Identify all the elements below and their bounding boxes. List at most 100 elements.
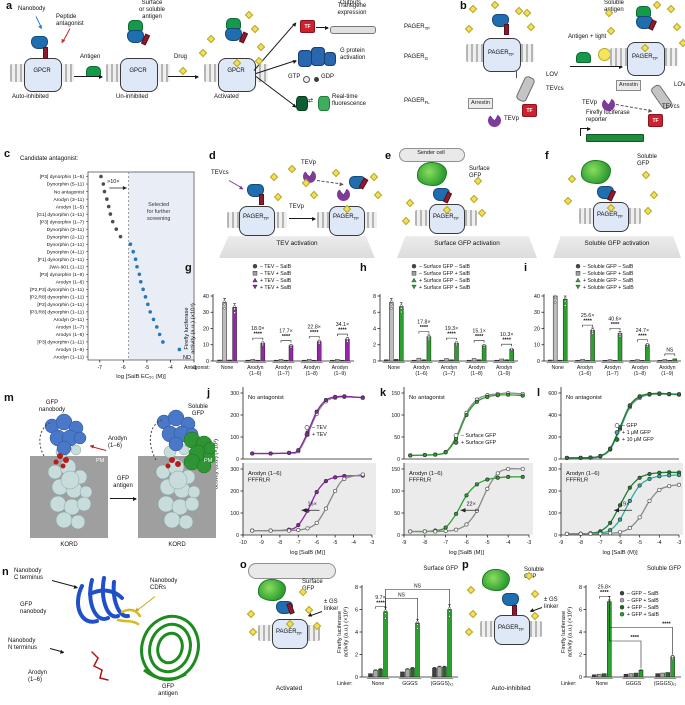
svg-text:– TEV – SalB: – TEV – SalB <box>260 264 292 270</box>
reporter-label: Firefly luciferase reporter <box>586 110 630 124</box>
nanobody-pointer-arrow <box>35 16 43 29</box>
svg-text:activity (a.u.) (×10⁵): activity (a.u.) (×10⁵) <box>343 607 350 658</box>
svg-text:(1–7): (1–7) <box>277 371 289 377</box>
panel-letter-i: i <box>524 262 528 274</box>
fluorophore-dark-icon <box>296 96 308 111</box>
svg-text:Arodyn (1–9): Arodyn (1–9) <box>56 347 85 353</box>
svg-text:-10: -10 <box>239 540 247 546</box>
panel-letter-b: b <box>460 0 467 12</box>
svg-text:Linker:: Linker: <box>337 681 353 687</box>
svg-text:FFFRLR: FFFRLR <box>566 478 588 484</box>
panel-letter-k: k <box>380 387 387 399</box>
outputs-label: Outputs <box>340 0 362 6</box>
tevcs-label: TEVcs <box>211 170 229 176</box>
state-auto-inhibited: Auto-inhibited <box>12 94 49 100</box>
gprotein-label: G protein activation <box>340 48 366 62</box>
peptide-antagonist-label: Peptide antagonist <box>56 14 84 28</box>
sparkle-icon <box>250 24 260 34</box>
sparkle-icon <box>287 164 297 174</box>
nanobody-icon <box>502 593 519 606</box>
svg-text:Arodyn: Arodyn <box>303 365 320 371</box>
svg-text:FFFRLR: FFFRLR <box>409 478 431 484</box>
gs-linker-pointer-arrow <box>530 607 543 613</box>
svg-text:****: **** <box>376 600 385 606</box>
svg-text:(1–6): (1–6) <box>579 371 591 377</box>
svg-text:-9: -9 <box>559 540 564 546</box>
sparkle-icon <box>606 26 616 36</box>
surface-gfp-icon <box>258 579 286 601</box>
svg-text:(1–9): (1–9) <box>498 371 510 377</box>
receptor-tail <box>516 70 517 78</box>
surface-gfp-dose-response-chart: 0 50 100 150 No antagonist – Surface GFP+ Sur… <box>391 387 533 556</box>
svg-text:****: **** <box>338 328 347 334</box>
svg-text:19×: 19× <box>620 501 629 507</box>
svg-text:-8: -8 <box>423 540 428 546</box>
svg-text:-5: -5 <box>485 540 490 546</box>
svg-text:****: **** <box>630 635 639 641</box>
gfp-nanobody-label: GFP nanobody <box>38 400 66 414</box>
surface-gfp-icon <box>417 162 447 186</box>
tev-step-arrow <box>289 216 316 221</box>
svg-text:(1–6): (1–6) <box>415 371 427 377</box>
svg-text:-5: -5 <box>637 540 642 546</box>
svg-text:(1–9): (1–9) <box>334 371 346 377</box>
lov-label-right: LOV <box>674 82 685 88</box>
svg-text:-7: -7 <box>443 540 448 546</box>
svg-text:40.6×: 40.6× <box>608 316 621 322</box>
svg-text:22×: 22× <box>467 501 476 507</box>
kord-label-right: KORD <box>168 542 186 548</box>
svg-text:Arodyn: Arodyn <box>468 365 485 371</box>
svg-text:400: 400 <box>548 413 557 419</box>
svg-text:100: 100 <box>391 489 400 495</box>
cleavage-dashed-arrow <box>316 180 343 185</box>
svg-text:Dynorphin (3–11): Dynorphin (3–11) <box>47 227 85 233</box>
gs-linker-label: ± GS linker <box>544 597 559 611</box>
svg-text:****: **** <box>662 622 671 628</box>
svg-text:30: 30 <box>203 310 209 316</box>
g-protein-gamma <box>324 52 336 66</box>
arrestin-box: Arrestin <box>468 98 493 109</box>
svg-text:Arodyn: Arodyn <box>632 365 649 371</box>
sparkle-icon <box>563 196 573 206</box>
gfp-titration-dose-response-chart: 0 200 400 600 No antagonist – GFP+ 1 μM GFP+ … <box>548 387 683 556</box>
svg-text:Arodyn: Arodyn <box>332 365 349 371</box>
svg-text:0: 0 <box>397 533 400 539</box>
svg-text:Dynorphin (4–11): Dynorphin (4–11) <box>47 249 85 255</box>
pager-receptor <box>483 38 521 72</box>
sparkle-icon <box>246 609 256 619</box>
svg-text:2: 2 <box>373 343 376 349</box>
svg-text:300: 300 <box>230 391 239 397</box>
svg-text:19.3×: 19.3× <box>445 326 458 332</box>
sparkle-icon <box>304 605 314 615</box>
antigen-label: Antigen <box>80 54 101 60</box>
nanobody-label: Nanobody <box>18 6 46 12</box>
surface-gfp-linker-chart: 0 2 4 6 8 Firefly luciferase activity (a.u.) (… <box>337 566 458 687</box>
svg-text:25.6×: 25.6× <box>581 313 594 319</box>
panel-b: TF Arrestin Arrestin TF b Antigen + light… <box>458 0 685 148</box>
soluble-gfp-icon <box>581 160 611 184</box>
panel-letter-c: c <box>4 148 11 160</box>
antigen-light-arrow <box>570 64 623 69</box>
svg-text:6: 6 <box>355 607 358 613</box>
sparkle-icon <box>649 190 659 200</box>
soluble-gfp-label: Soluble GFP <box>187 404 209 418</box>
svg-text:34.1×: 34.1× <box>336 322 349 328</box>
svg-text:****: **** <box>583 319 592 325</box>
svg-text:activity (a.u.) (×10⁴): activity (a.u.) (×10⁴) <box>190 303 197 354</box>
svg-text:0: 0 <box>537 359 540 365</box>
svg-text:(1–8): (1–8) <box>471 371 483 377</box>
pager-tf: PAGERTF <box>596 212 624 220</box>
tevp-arrow-label: TEVp <box>289 204 305 210</box>
sparkle-icon <box>526 22 536 32</box>
svg-text:0: 0 <box>554 457 557 463</box>
svg-text:(GGGS)ₓ₂: (GGGS)ₓ₂ <box>431 681 454 687</box>
sparkle-icon <box>464 24 474 34</box>
panel-e: e Sender cell Surface GFP PAGERTF Surface GF… <box>385 148 545 262</box>
svg-text:Arodyn: Arodyn <box>659 365 676 371</box>
svg-text:[P3] dynorphin (1–5): [P3] dynorphin (1–5) <box>40 174 85 180</box>
svg-text:-3: -3 <box>677 540 682 546</box>
tevp-free-label: TEVp <box>301 160 317 166</box>
svg-text:17.7×: 17.7× <box>279 329 292 335</box>
gs-linker-label: ± GS linker <box>324 599 339 613</box>
